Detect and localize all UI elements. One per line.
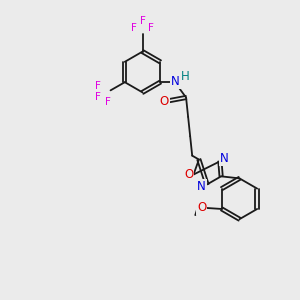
Text: F: F bbox=[140, 16, 146, 26]
Text: H: H bbox=[181, 70, 190, 83]
Text: O: O bbox=[160, 95, 169, 108]
Text: F: F bbox=[95, 81, 101, 91]
Text: O: O bbox=[184, 168, 193, 181]
Text: N: N bbox=[220, 152, 229, 165]
Text: N: N bbox=[171, 75, 180, 88]
Text: N: N bbox=[197, 180, 206, 193]
Text: F: F bbox=[131, 23, 137, 33]
Text: F: F bbox=[148, 23, 154, 33]
Text: F: F bbox=[95, 92, 101, 102]
Text: F: F bbox=[105, 97, 110, 107]
Text: O: O bbox=[197, 201, 206, 214]
